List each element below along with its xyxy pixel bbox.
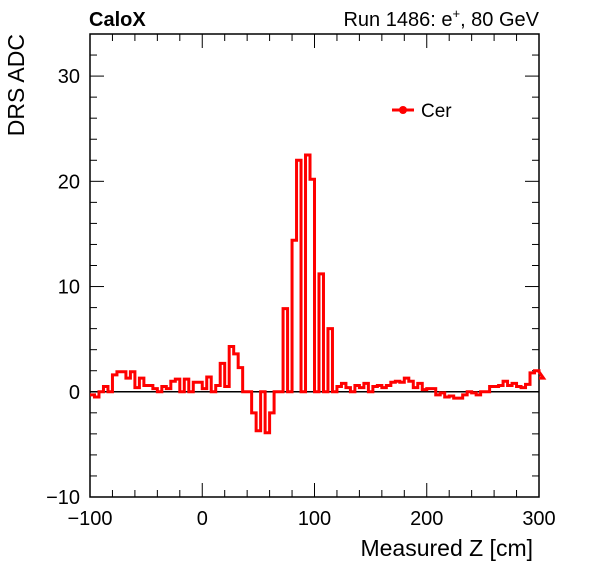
run-label: Run 1486: e+, 80 GeV xyxy=(343,6,539,31)
run-label-suffix: , 80 GeV xyxy=(460,9,540,31)
experiment-label: CaloX xyxy=(89,9,146,31)
y-tick-label: 30 xyxy=(58,66,80,88)
legend: Cer xyxy=(392,101,452,122)
legend-entry-cer: Cer xyxy=(421,101,452,122)
y-tick-label: 20 xyxy=(58,171,80,193)
x-tick-label: 300 xyxy=(522,508,555,530)
y-tick-label: 0 xyxy=(69,382,80,404)
run-label-main: Run 1486: e xyxy=(343,9,452,31)
y-tick-label: 10 xyxy=(58,277,80,299)
x-axis-title: Measured Z [cm] xyxy=(360,535,533,561)
x-tick-label: 0 xyxy=(197,508,208,530)
legend-swatch-marker xyxy=(399,106,407,114)
y-tick-label: −10 xyxy=(46,487,80,509)
x-tick-label: −100 xyxy=(67,508,112,530)
y-axis-title: DRS ADC xyxy=(3,34,29,136)
axis-ticks xyxy=(89,33,540,498)
run-label-superscript: + xyxy=(452,6,460,21)
x-tick-label: 100 xyxy=(298,508,331,530)
series-cer-line xyxy=(90,153,547,435)
x-tick-label: 200 xyxy=(410,508,443,530)
